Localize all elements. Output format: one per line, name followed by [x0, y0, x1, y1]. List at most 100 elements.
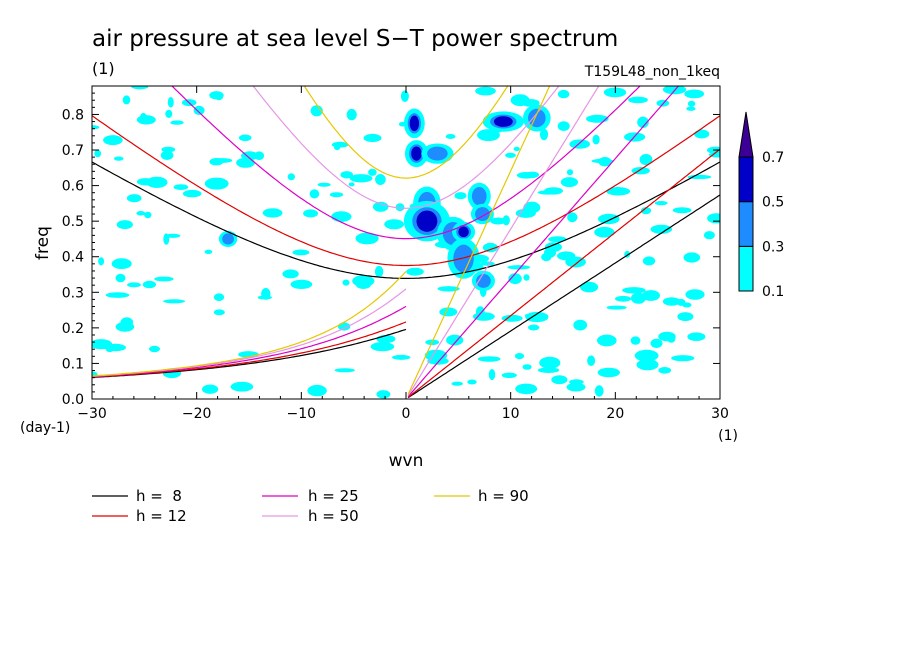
x-tick-label: −10 [287, 406, 317, 422]
power-speck [384, 219, 404, 230]
power-speck [639, 154, 653, 166]
gravity-curve-h8 [92, 161, 720, 279]
power-speck [573, 319, 588, 331]
power-speck [376, 335, 396, 343]
x-unit-label: (1) [718, 428, 738, 444]
power-speck [182, 189, 202, 198]
power-speck [451, 381, 464, 386]
power-blob-core [474, 189, 485, 204]
colorbar-segment [738, 201, 754, 247]
colorbar-segment [738, 245, 754, 292]
kelvin-curve-h12 [407, 148, 720, 398]
power-speck [557, 89, 570, 99]
y-tick-label: 0.7 [62, 143, 84, 159]
colorbar: 0.1 0.3 0.5 0.7 [738, 111, 784, 300]
kelvin-curve-h90 [407, 86, 551, 395]
power-speck [213, 309, 225, 316]
power-speck [477, 129, 500, 142]
power-speck [292, 249, 310, 256]
power-speck [317, 182, 331, 187]
power-speck [439, 307, 458, 317]
power-speck [165, 233, 181, 238]
power-speck [514, 353, 525, 360]
y-tick-label: 0.4 [62, 250, 84, 266]
y-tick-label: 0.1 [62, 356, 84, 372]
legend-label: h = 12 [136, 507, 187, 525]
power-speck [524, 313, 542, 318]
power-speck [658, 367, 672, 374]
power-speck [126, 194, 142, 203]
power-speck [480, 261, 495, 266]
power-speck [628, 96, 648, 104]
power-speck [671, 355, 695, 362]
power-speck [637, 116, 649, 128]
power-speck [592, 134, 600, 145]
power-speck [467, 379, 477, 385]
x-axis-label: wvn [389, 451, 424, 471]
power-speck [539, 356, 561, 369]
power-speck [140, 112, 147, 122]
legend-item-h12: h = 12 [92, 507, 187, 525]
power-speck [488, 369, 496, 381]
power-speck [475, 86, 496, 96]
power-speck [363, 133, 382, 143]
power-speck [643, 257, 653, 265]
power-speck [307, 384, 327, 397]
power-speck [522, 364, 532, 370]
power-speck [544, 242, 562, 252]
power-speck [683, 252, 701, 263]
power-speck [173, 184, 189, 191]
power-speck [662, 297, 681, 306]
power-speck [477, 356, 501, 362]
kelvin-curve-h50 [407, 86, 600, 396]
mrg-curve-h25 [92, 305, 407, 378]
power-speck [586, 114, 609, 123]
y-tick-label: 0.5 [62, 214, 84, 230]
power-speck [636, 359, 659, 371]
power-speck [376, 390, 391, 399]
y-tick-label: 0.0 [62, 392, 84, 408]
power-speck [454, 192, 467, 200]
power-speck [598, 213, 620, 225]
power-speck [658, 331, 676, 342]
power-speck [510, 94, 530, 107]
power-speck [334, 144, 341, 151]
power-speck [334, 368, 355, 373]
legend-item-h25: h = 25 [262, 487, 359, 505]
power-speck [331, 211, 352, 222]
power-speck [113, 156, 124, 161]
power-speck [122, 95, 131, 105]
colorbar-label: 0.5 [762, 195, 784, 211]
power-speck [98, 257, 105, 266]
power-speck [144, 211, 152, 219]
colorbar-label: 0.1 [762, 284, 784, 300]
power-speck [694, 129, 710, 139]
power-speck [238, 134, 252, 142]
legend-item-h50: h = 50 [262, 507, 359, 525]
power-speck [654, 201, 668, 206]
power-speck [329, 192, 344, 198]
power-speck [165, 109, 173, 118]
legend: h = 8 h = 12 h = 25 h = 50 h = 90 [92, 487, 529, 525]
power-speck [309, 189, 320, 199]
power-speck [193, 105, 205, 115]
x-tick-label: −30 [77, 406, 107, 422]
mrg-curve-h90 [92, 270, 407, 377]
gravity-curve-h25 [171, 86, 641, 240]
power-speck [513, 146, 520, 152]
power-speck [501, 314, 523, 322]
gravity-curve-h90 [303, 86, 509, 179]
units-label: (1) [92, 59, 115, 78]
legend-label: h = 25 [308, 487, 359, 505]
power-speck [523, 201, 541, 214]
chart-title: air pressure at sea level S−T power spec… [92, 26, 618, 52]
power-speck [507, 265, 531, 270]
power-speck [400, 90, 409, 102]
power-speck [111, 258, 132, 270]
power-speck [541, 253, 552, 262]
y-tick-label: 0.2 [62, 321, 84, 337]
power-speck [505, 152, 516, 158]
power-speck [346, 108, 357, 121]
power-speck [261, 288, 271, 300]
